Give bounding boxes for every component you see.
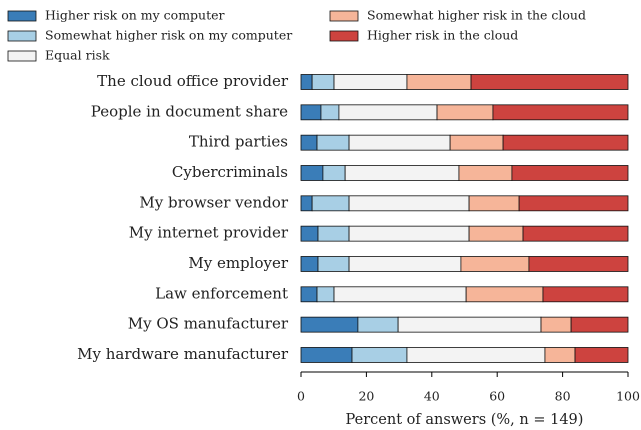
x-axis-label: Percent of answers (%, n = 149)	[346, 412, 584, 428]
x-tick-label: 80	[555, 389, 571, 404]
x-tick-label: 60	[489, 389, 505, 404]
bar-segment	[542, 286, 629, 303]
bar-segment	[300, 74, 313, 90]
category-label: Third parties	[189, 133, 288, 151]
bar-segment	[406, 74, 472, 90]
legend-label: Somewhat higher risk in the cloud	[367, 8, 586, 23]
bar-segment	[574, 347, 629, 363]
bar-segment	[311, 74, 335, 90]
bar-segment	[570, 316, 629, 333]
category-label: The cloud office provider	[97, 72, 289, 90]
bar-segment	[357, 316, 399, 333]
bar-segment	[300, 256, 319, 272]
bar-segment	[436, 104, 494, 121]
bar-segment	[300, 286, 318, 303]
bar-segment	[458, 165, 513, 181]
bar-segment	[468, 225, 524, 242]
bar-segment	[492, 104, 629, 121]
bar-segment	[317, 225, 350, 242]
bar-segment	[397, 316, 542, 333]
bar-segment	[316, 134, 350, 151]
bar-segment	[502, 134, 629, 151]
bar-segment	[300, 316, 359, 333]
bar-segment	[460, 256, 530, 272]
bar-segment	[300, 195, 313, 212]
bar-segment	[300, 134, 318, 151]
bar-segment	[338, 104, 438, 121]
bar-segment	[406, 347, 546, 363]
bar-segment	[344, 165, 460, 181]
legend-label: Somewhat higher risk on my computer	[45, 28, 292, 43]
bar-segment	[333, 286, 467, 303]
bar-segment	[465, 286, 544, 303]
bar-segment	[348, 256, 462, 272]
bar-segment	[311, 195, 350, 212]
bar-segment	[322, 165, 346, 181]
category-label: Law enforcement	[155, 284, 288, 302]
x-tick-label: 20	[358, 389, 374, 404]
category-label: My browser vendor	[139, 193, 288, 211]
bar-segment	[518, 195, 629, 212]
category-label: My internet provider	[129, 224, 289, 242]
bar-segment	[348, 195, 470, 212]
bar-segment	[348, 225, 470, 242]
legend-swatch	[7, 10, 37, 22]
legend-label: Higher risk in the cloud	[367, 28, 518, 43]
bar-segment	[522, 225, 629, 242]
x-tick-label: 100	[616, 389, 640, 404]
bar-segment	[511, 165, 629, 181]
bar-segment	[300, 225, 319, 242]
category-label: My OS manufacturer	[128, 315, 289, 333]
bar-segment	[540, 316, 572, 333]
bar-segment	[449, 134, 504, 151]
bar-segment	[333, 74, 408, 90]
category-label: People in document share	[91, 102, 288, 120]
legend-swatch	[329, 30, 359, 42]
bar-segment	[468, 195, 520, 212]
bar-segment	[351, 347, 408, 363]
bar-segment	[470, 74, 629, 90]
bar-segment	[348, 134, 451, 151]
legend-label: Equal risk	[45, 48, 110, 63]
legend-label: Higher risk on my computer	[45, 8, 225, 23]
category-label: My employer	[188, 254, 288, 272]
bar-segment	[528, 256, 629, 272]
bar-segment	[300, 104, 322, 121]
bar-segment	[320, 104, 340, 121]
bar-segment	[317, 256, 350, 272]
bar-segment	[300, 165, 324, 181]
x-tick-label: 40	[424, 389, 440, 404]
legend-swatch	[329, 10, 359, 22]
category-label: My hardware manufacturer	[77, 345, 289, 363]
legend-swatch	[7, 30, 37, 42]
bar-segment	[316, 286, 335, 303]
legend-swatch	[7, 50, 37, 62]
category-label: Cybercriminals	[172, 163, 288, 181]
x-tick-label: 0	[297, 389, 305, 404]
bar-segment	[300, 347, 353, 363]
bar-segment	[544, 347, 576, 363]
